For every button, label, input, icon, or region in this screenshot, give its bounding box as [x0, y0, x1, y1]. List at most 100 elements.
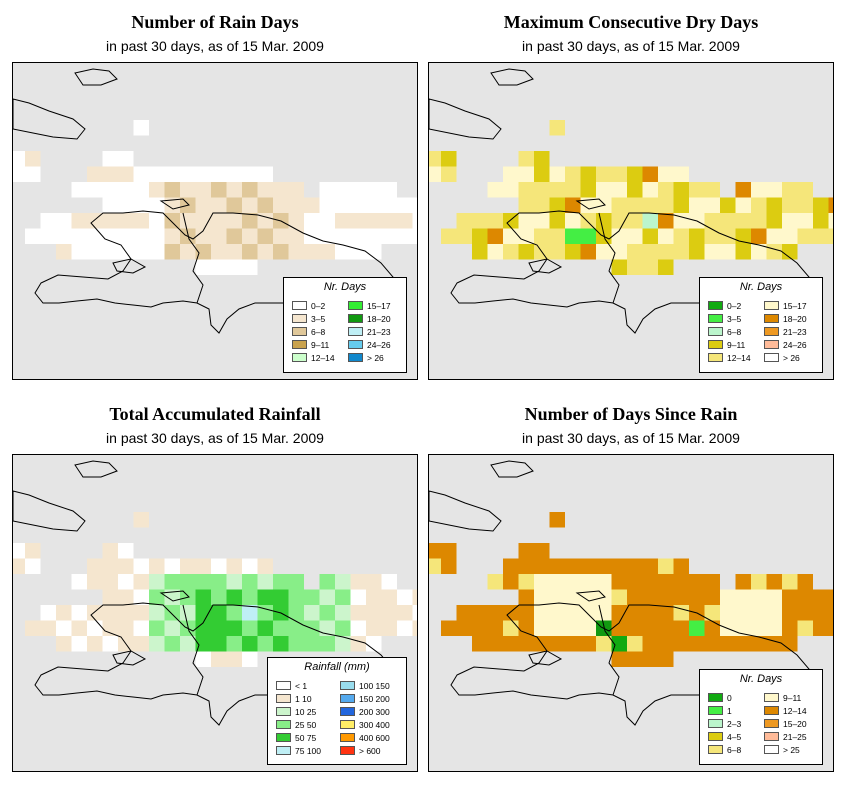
grid-cell	[180, 166, 196, 182]
grid-cell	[813, 589, 829, 605]
legend-label: 10 25	[295, 706, 317, 717]
grid-cell	[273, 636, 289, 652]
grid-cell	[580, 605, 596, 621]
grid-cell	[195, 651, 211, 667]
legend-swatch	[764, 314, 779, 323]
grid-cell	[118, 182, 134, 198]
grid-cell	[257, 636, 273, 652]
grid-cell	[782, 620, 798, 636]
grid-cell	[56, 213, 72, 229]
grid-cell	[381, 574, 397, 590]
grid-cell	[319, 589, 335, 605]
island-outline	[74, 68, 118, 86]
legend-item: 6–8	[708, 326, 741, 337]
grid-cell	[25, 558, 41, 574]
grid-cell	[381, 620, 397, 636]
grid-cell	[87, 166, 103, 182]
grid-cell	[273, 620, 289, 636]
legend-label: < 1	[295, 680, 308, 691]
grid-cell	[412, 620, 417, 636]
grid-cell	[627, 182, 643, 198]
grid-cell	[487, 636, 503, 652]
grid-cell	[580, 636, 596, 652]
grid-cell	[381, 589, 397, 605]
map-legend: Rainfall (mm) < 1 1 10 10 25 25 50 50 75 75 1…	[267, 657, 407, 765]
grid-cell	[642, 636, 658, 652]
legend-item: 400 600	[340, 732, 390, 743]
grid-cell	[350, 620, 366, 636]
legend-label: 3–5	[311, 313, 326, 324]
grid-cell	[242, 213, 258, 229]
grid-cell	[627, 605, 643, 621]
legend-swatch	[292, 314, 307, 323]
grid-cell	[441, 166, 457, 182]
grid-cell	[195, 574, 211, 590]
grid-cell	[658, 558, 674, 574]
grid-cell	[242, 259, 258, 275]
grid-cell	[766, 605, 782, 621]
grid-cell	[441, 228, 457, 244]
grid-cell	[565, 605, 581, 621]
grid-cell	[735, 574, 751, 590]
grid-cell	[627, 574, 643, 590]
grid-cell	[565, 244, 581, 260]
grid-cell	[642, 166, 658, 182]
grid-cell	[611, 651, 627, 667]
grid-cell	[596, 244, 612, 260]
island-outline	[429, 98, 502, 140]
grid-cell	[381, 197, 397, 213]
legend-item: 25 50	[276, 719, 316, 730]
grid-cell	[456, 213, 472, 229]
grid-cell	[673, 213, 689, 229]
grid-cell	[211, 228, 227, 244]
grid-cell	[366, 197, 382, 213]
grid-cell	[288, 197, 304, 213]
grid-cell	[642, 558, 658, 574]
grid-cell	[518, 574, 534, 590]
grid-cell	[195, 620, 211, 636]
grid-cell	[211, 213, 227, 229]
grid-cell	[782, 197, 798, 213]
grid-cell	[735, 636, 751, 652]
legend-item: 0–2	[708, 300, 741, 311]
grid-cell	[133, 512, 149, 528]
grid-cell	[549, 120, 565, 136]
legend-swatch	[276, 681, 291, 690]
grid-cell	[242, 620, 258, 636]
island-outline	[13, 98, 86, 140]
grid-cell	[381, 213, 397, 229]
grid-cell	[226, 166, 242, 182]
grid-cell	[503, 182, 519, 198]
grid-cell	[766, 636, 782, 652]
grid-cell	[534, 166, 550, 182]
grid-cell	[133, 636, 149, 652]
grid-cell	[335, 574, 351, 590]
grid-cell	[350, 244, 366, 260]
grid-cell	[720, 636, 736, 652]
grid-cell	[397, 620, 413, 636]
grid-cell	[56, 605, 72, 621]
grid-cell	[766, 244, 782, 260]
grid-cell	[658, 197, 674, 213]
legend-label: 9–11	[783, 692, 802, 703]
grid-cell	[642, 605, 658, 621]
grid-cell	[596, 574, 612, 590]
legend-label: 24–26	[783, 339, 807, 350]
grid-cell	[40, 213, 56, 229]
grid-cell	[782, 589, 798, 605]
grid-cell	[273, 197, 289, 213]
grid-cell	[828, 228, 833, 244]
grid-cell	[242, 228, 258, 244]
legend-label: 0–2	[311, 300, 326, 311]
grid-cell	[133, 244, 149, 260]
grid-cell	[580, 228, 596, 244]
grid-cell	[180, 244, 196, 260]
grid-cell	[211, 182, 227, 198]
grid-cell	[335, 228, 351, 244]
grid-cell	[720, 605, 736, 621]
grid-cell	[782, 182, 798, 198]
grid-cell	[534, 228, 550, 244]
grid-cell	[102, 605, 118, 621]
grid-cell	[518, 605, 534, 621]
grid-cell	[735, 197, 751, 213]
